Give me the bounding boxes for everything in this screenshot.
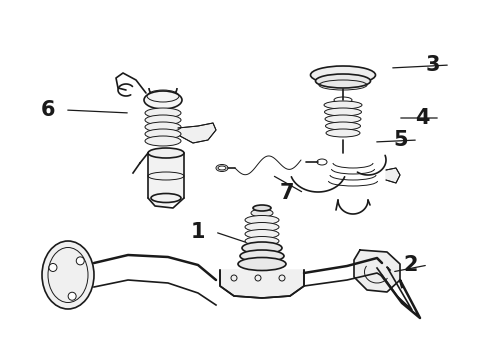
Ellipse shape [325,115,361,123]
Ellipse shape [145,129,181,139]
Ellipse shape [324,108,362,116]
Polygon shape [148,153,183,206]
Polygon shape [354,250,400,292]
Text: 7: 7 [279,183,294,203]
Ellipse shape [145,115,181,125]
Text: 5: 5 [393,130,408,150]
Ellipse shape [245,237,279,246]
Ellipse shape [145,136,181,146]
Polygon shape [220,270,304,298]
Ellipse shape [145,122,181,132]
Ellipse shape [311,66,375,84]
Text: 3: 3 [425,55,440,75]
Polygon shape [178,123,216,143]
Ellipse shape [238,257,286,270]
Text: 4: 4 [416,108,430,128]
Ellipse shape [324,101,362,109]
Ellipse shape [245,222,279,231]
Ellipse shape [251,209,273,217]
Circle shape [49,264,57,271]
Ellipse shape [42,241,94,309]
Ellipse shape [144,91,182,109]
Polygon shape [386,168,400,183]
Ellipse shape [316,74,370,88]
Text: 1: 1 [191,222,205,242]
Ellipse shape [253,205,271,211]
Text: 6: 6 [41,100,55,120]
Ellipse shape [145,108,181,118]
Ellipse shape [148,148,184,158]
Circle shape [68,292,76,300]
Ellipse shape [245,216,279,225]
Ellipse shape [245,230,279,239]
Ellipse shape [326,129,360,137]
Circle shape [76,257,84,265]
Text: 2: 2 [403,255,418,275]
Ellipse shape [240,250,284,262]
Ellipse shape [242,242,282,254]
Ellipse shape [325,122,361,130]
